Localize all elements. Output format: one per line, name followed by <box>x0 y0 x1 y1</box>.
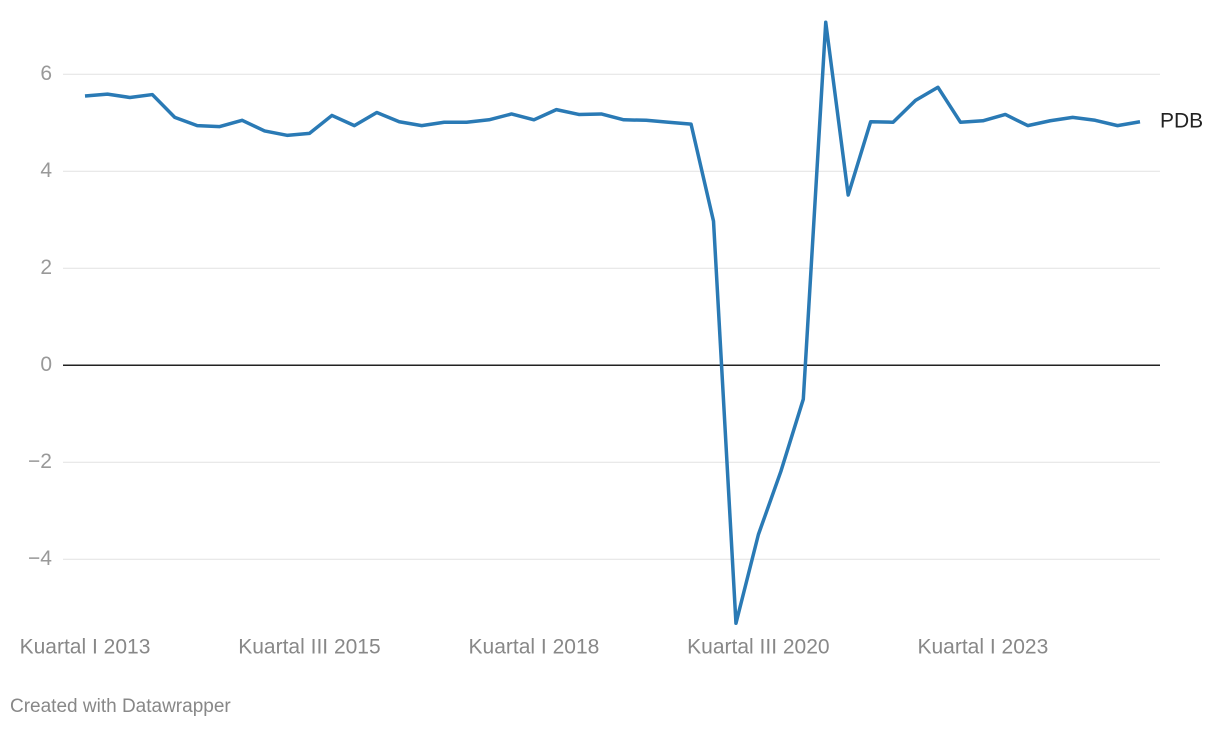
line <box>84 20 1141 626</box>
x-tick-label: Kuartal I 2018 <box>469 636 600 659</box>
footer: Created with Datawrapper <box>10 696 231 717</box>
y-tick-label: 4 <box>40 159 52 182</box>
x-tick-label: Kuartal I 2013 <box>20 636 151 659</box>
y-tick-label: −4 <box>28 547 52 570</box>
y-tick-label: 2 <box>40 256 52 279</box>
x-tick-label: Kuartal III 2015 <box>238 636 380 659</box>
series-label: PDB <box>1160 109 1203 132</box>
x-tick-label: Kuartal I 2023 <box>917 636 1048 659</box>
y-tick-label: 6 <box>40 62 52 85</box>
x-tick-label: Kuartal III 2020 <box>687 636 829 659</box>
y-tick-label: −2 <box>28 450 52 473</box>
y-tick-label: 0 <box>40 353 52 376</box>
